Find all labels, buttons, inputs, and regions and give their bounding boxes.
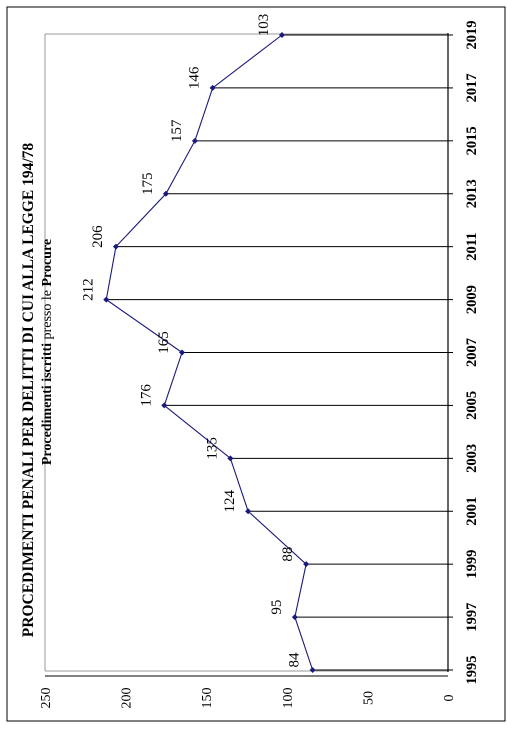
subtitle-part: presso le	[40, 287, 55, 343]
category-tick-label: 1995	[464, 656, 480, 685]
value-tick-label: 50	[361, 691, 376, 705]
category-tick-label: 1999	[464, 550, 480, 579]
data-label: 206	[90, 225, 106, 248]
category-tick-label: 2017	[464, 73, 480, 102]
data-label: 175	[140, 173, 156, 196]
plot-layer	[44, 32, 453, 677]
data-point	[278, 32, 285, 38]
data-point	[303, 561, 310, 568]
data-point	[179, 349, 186, 356]
data-label: 88	[280, 547, 296, 562]
value-tick-label: 0	[442, 695, 457, 702]
category-tick-label: 2001	[464, 497, 480, 526]
data-label: 146	[187, 66, 203, 89]
category-tick-label: 2007	[464, 338, 480, 367]
category-tick-label: 2011	[464, 233, 480, 261]
data-label: 135	[204, 437, 220, 460]
data-point	[103, 296, 110, 303]
data-label: 212	[80, 278, 96, 301]
value-tick-label: 200	[120, 688, 135, 709]
category-tick-label: 2013	[464, 179, 480, 208]
data-label: 84	[287, 652, 303, 668]
data-point	[191, 137, 198, 144]
text-layer: 84 95 88 124 135 176 165 212 206 175 157 146 103 1995…	[20, 14, 480, 709]
category-tick-label: 2005	[464, 391, 480, 420]
category-tick-label: 2015	[464, 126, 480, 155]
value-tick-label: 150	[200, 688, 215, 709]
data-label: 95	[269, 600, 285, 615]
data-point	[245, 508, 252, 515]
data-point	[209, 84, 216, 91]
data-point	[161, 402, 168, 409]
data-point	[112, 243, 119, 250]
data-point	[309, 667, 316, 673]
category-tick-label: 2003	[464, 444, 480, 473]
category-tick-label: 2019	[464, 21, 480, 50]
data-label: 124	[222, 490, 238, 513]
data-label: 165	[156, 331, 172, 354]
data-point	[291, 614, 298, 621]
chart-title: PROCEDIMENTI PENALI PER DELITTI DI CUI A…	[20, 143, 37, 638]
category-tick-label: 1997	[464, 603, 480, 632]
category-tick-label: 2009	[464, 285, 480, 314]
value-tick-label: 100	[281, 688, 296, 709]
data-point	[162, 190, 169, 197]
data-label: 176	[138, 384, 154, 407]
subtitle-part: Procedimenti iscritti	[40, 343, 55, 465]
value-tick-label: 250	[39, 688, 54, 709]
data-point	[227, 455, 234, 462]
chart-subtitle: Procedimenti iscritti presso le Procure	[40, 239, 55, 465]
subtitle-part: Procure	[40, 239, 55, 287]
chart-border	[6, 6, 506, 722]
data-label: 103	[256, 14, 272, 37]
data-label: 157	[169, 119, 185, 142]
